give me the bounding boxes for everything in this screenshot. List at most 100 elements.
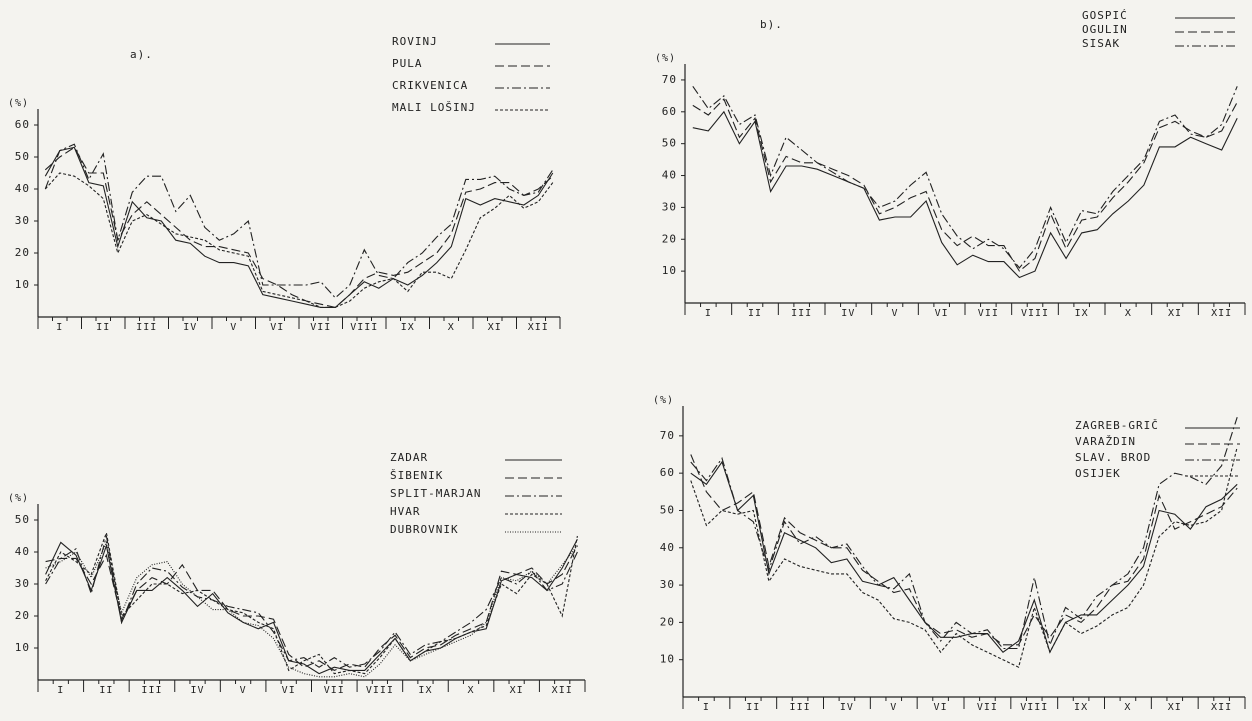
series-line <box>692 98 1238 272</box>
y-axis-label: (%) <box>8 98 29 109</box>
chart-title: a). <box>130 48 153 61</box>
series-line <box>44 146 554 308</box>
y-tick-label: 20 <box>15 609 30 622</box>
legend-label: GOSPIĆ <box>1082 9 1128 22</box>
x-tick-label: III <box>790 702 811 713</box>
y-tick-label: 40 <box>662 169 677 182</box>
y-tick-label: 70 <box>662 73 677 86</box>
x-tick-label: XII <box>1211 308 1232 319</box>
y-tick-label: 40 <box>15 545 30 558</box>
legend-label: HVAR <box>390 505 421 518</box>
chart-title: b). <box>760 18 783 31</box>
x-tick-label: IV <box>841 308 855 319</box>
x-tick-label: I <box>703 702 710 713</box>
y-tick-label: 40 <box>660 541 675 554</box>
series-line <box>44 143 554 299</box>
x-tick-label: VIII <box>1020 702 1048 713</box>
legend-label: SLAV. BROD <box>1075 451 1151 464</box>
y-tick-label: 10 <box>15 641 30 654</box>
legend-label: SISAK <box>1082 37 1120 50</box>
legend-label: OSIJEK <box>1075 467 1121 480</box>
x-tick-label: II <box>99 685 113 696</box>
y-tick-label: 30 <box>660 578 675 591</box>
x-tick-label: VII <box>310 322 331 333</box>
x-tick-label: VII <box>977 702 998 713</box>
x-tick-label: I <box>57 685 64 696</box>
x-tick-label: X <box>1124 702 1131 713</box>
y-axis-label: (%) <box>655 53 676 64</box>
y-axis-label: (%) <box>8 493 29 504</box>
legend-label: DUBROVNIK <box>390 523 459 536</box>
x-tick-label: II <box>748 308 762 319</box>
series-line <box>45 545 578 672</box>
x-tick-label: I <box>705 308 712 319</box>
legend-label: VARAŽDIN <box>1075 435 1136 448</box>
x-tick-label: IX <box>1074 702 1088 713</box>
x-tick-label: II <box>96 322 110 333</box>
x-tick-label: XI <box>510 685 524 696</box>
series-line <box>690 460 1238 654</box>
x-tick-label: IX <box>401 322 415 333</box>
x-tick-label: IV <box>183 322 197 333</box>
series-line <box>690 417 1238 650</box>
series-line <box>45 538 578 675</box>
x-tick-label: X <box>1125 308 1132 319</box>
x-tick-label: II <box>746 702 760 713</box>
x-tick-label: IV <box>840 702 854 713</box>
series-line <box>45 530 578 675</box>
series-line <box>690 454 1238 646</box>
series-line <box>44 172 554 308</box>
x-tick-label: XII <box>552 685 573 696</box>
x-tick-label: IV <box>191 685 205 696</box>
y-tick-label: 40 <box>15 182 30 195</box>
y-tick-label: 50 <box>15 513 30 526</box>
y-tick-label: 20 <box>662 232 677 245</box>
series-line <box>44 146 554 308</box>
x-tick-label: IX <box>1075 308 1089 319</box>
x-tick-label: VII <box>324 685 345 696</box>
x-tick-label: V <box>890 702 897 713</box>
x-tick-label: XII <box>1211 702 1232 713</box>
x-tick-label: VI <box>934 702 948 713</box>
x-tick-label: VI <box>270 322 284 333</box>
x-tick-label: VI <box>935 308 949 319</box>
y-axis-label: (%) <box>653 395 674 406</box>
x-tick-label: V <box>230 322 237 333</box>
x-tick-label: VIII <box>366 685 394 696</box>
y-tick-label: 20 <box>15 246 30 259</box>
x-tick-label: X <box>448 322 455 333</box>
legend-label: ZAGREB-GRIČ <box>1075 419 1159 432</box>
legend-label: ZADAR <box>390 451 428 464</box>
x-tick-label: III <box>136 322 157 333</box>
y-tick-label: 60 <box>662 105 677 118</box>
series-line <box>692 85 1238 269</box>
x-tick-label: III <box>791 308 812 319</box>
legend-label: MALI LOŠINJ <box>392 101 476 114</box>
series-line <box>45 540 578 678</box>
y-tick-label: 10 <box>660 653 675 666</box>
legend-label: ROVINJ <box>392 35 438 48</box>
x-tick-label: VII <box>978 308 999 319</box>
y-tick-label: 50 <box>662 137 677 150</box>
y-tick-label: 10 <box>15 278 30 291</box>
y-tick-label: 10 <box>662 264 677 277</box>
x-tick-label: V <box>891 308 898 319</box>
x-tick-label: X <box>468 685 475 696</box>
x-tick-label: XII <box>528 322 549 333</box>
x-tick-label: VI <box>282 685 296 696</box>
x-tick-label: XI <box>488 322 502 333</box>
y-tick-label: 60 <box>660 466 675 479</box>
y-tick-label: 20 <box>660 615 675 628</box>
legend-label: OGULIN <box>1082 23 1128 36</box>
x-tick-label: IX <box>418 685 432 696</box>
y-tick-label: 30 <box>15 214 30 227</box>
x-tick-label: XI <box>1168 702 1182 713</box>
series-line <box>692 110 1238 279</box>
x-tick-label: VIII <box>1021 308 1049 319</box>
x-tick-label: III <box>141 685 162 696</box>
x-tick-label: XI <box>1168 308 1182 319</box>
y-tick-label: 70 <box>660 429 675 442</box>
legend-label: ŠIBENIK <box>390 469 443 482</box>
series-line <box>690 446 1238 668</box>
